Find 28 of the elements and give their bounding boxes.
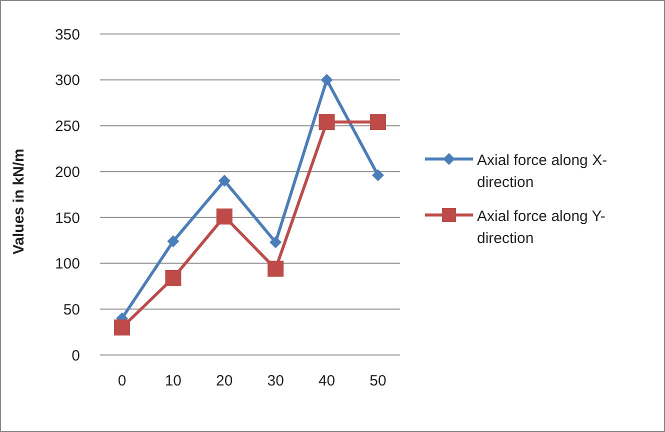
point — [165, 270, 182, 286]
legend-label: Axial force along X-direction — [477, 151, 608, 193]
y-axis-title: Values in kN/m — [10, 148, 28, 254]
point — [318, 114, 335, 130]
point — [216, 208, 232, 225]
legend-label: Axial force along Y- direction — [477, 207, 606, 249]
x-tick-label: 30 — [267, 372, 284, 390]
x-tick-label: 0 — [118, 372, 126, 390]
y-tick-label: 0 — [72, 347, 80, 364]
y-tick-label: 100 — [54, 256, 80, 273]
y-tick-label: 150 — [54, 210, 80, 227]
y-tick-label: 200 — [54, 164, 80, 181]
y-tick-label: 300 — [54, 72, 80, 90]
point — [114, 319, 130, 336]
y-tick-label: 250 — [54, 118, 80, 136]
point — [167, 235, 180, 248]
point — [270, 236, 282, 248]
point — [372, 169, 384, 182]
x-tick-label: 50 — [370, 372, 386, 390]
x-tick-label: 10 — [164, 372, 182, 390]
y-tick-label: 50 — [63, 301, 80, 318]
x-tick-label: 40 — [318, 372, 336, 390]
point — [268, 260, 284, 277]
y-tick-label: 350 — [54, 26, 80, 44]
x-tick-label: 20 — [216, 372, 233, 390]
point — [218, 174, 230, 187]
point — [370, 114, 386, 130]
point — [320, 74, 333, 86]
